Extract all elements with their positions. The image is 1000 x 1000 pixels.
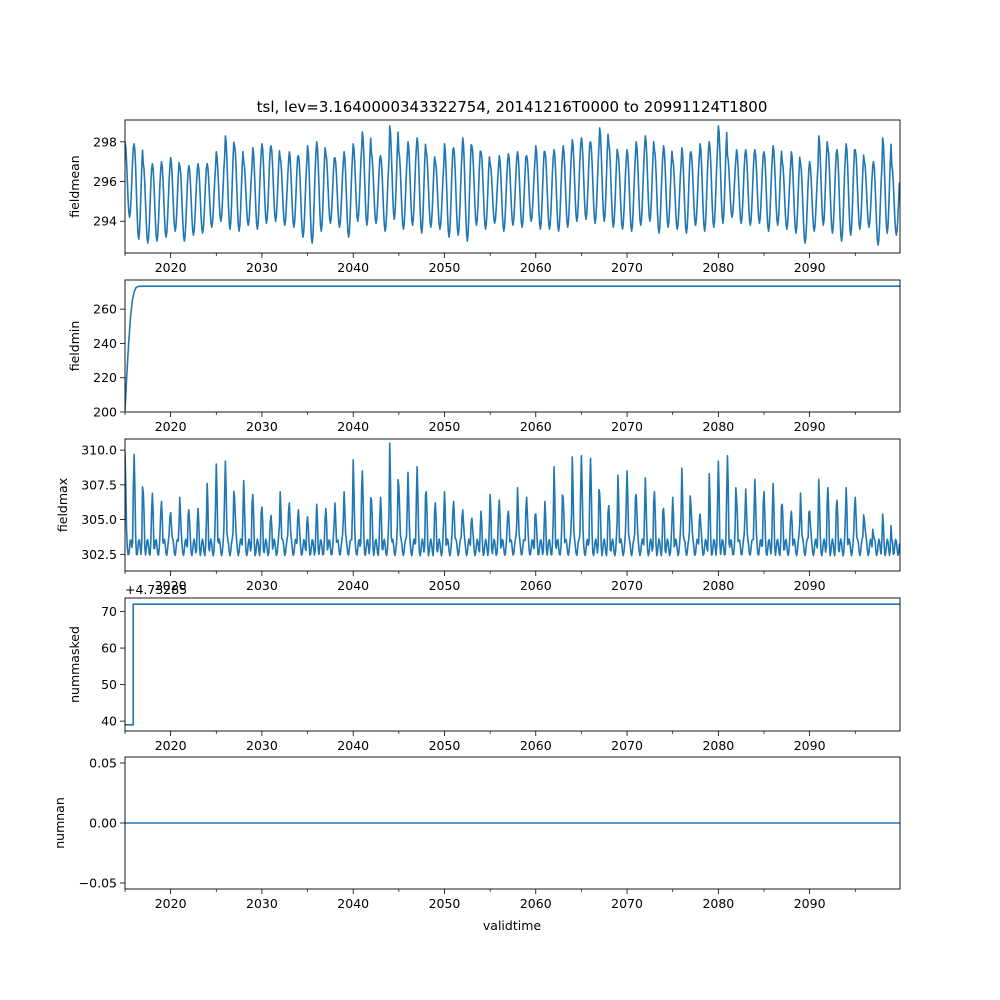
numnan-xtick-label: 2030: [246, 896, 278, 911]
fieldmax-xtick-label: 2080: [702, 578, 734, 593]
fieldmax-xtick-label: 2020: [155, 578, 187, 593]
fieldmax-xtick-label: 2070: [611, 578, 643, 593]
numnan-xtick-label: 2080: [702, 896, 734, 911]
numnan-ytick-label: 0.00: [89, 816, 117, 831]
nummasked-ytick-label: 70: [101, 604, 117, 619]
numnan-xtick-label: 2020: [155, 896, 187, 911]
fieldmin-xtick-label: 2020: [155, 419, 187, 434]
fieldmin-ytick-label: 200: [93, 405, 117, 420]
fieldmean-ytick-label: 298: [93, 134, 117, 149]
fieldmean-ytick-label: 296: [93, 174, 117, 189]
fieldmean-xtick-label: 2030: [246, 260, 278, 275]
fieldmin-xtick-label: 2090: [794, 419, 826, 434]
fieldmean-xtick-label: 2060: [520, 260, 552, 275]
numnan-xtick-label: 2090: [794, 896, 826, 911]
nummasked-xtick-label: 2030: [246, 738, 278, 753]
nummasked-xtick-label: 2020: [155, 738, 187, 753]
subplot-stack: 2020 2030 2040 2050 2060 2070 2080 2090 294 296 29…: [52, 119, 901, 911]
nummasked-xtick-label: 2060: [520, 738, 552, 753]
fieldmean-xtick-label: 2020: [155, 260, 187, 275]
fieldmin-xtick-label: 2080: [702, 419, 734, 434]
numnan-xtick-label: 2040: [337, 896, 369, 911]
fieldmax-series-line: [125, 442, 900, 557]
nummasked-axes-frame: [124, 597, 901, 732]
fieldmean-series-line: [125, 125, 900, 246]
fieldmean-y-axis-label: fieldmean: [67, 155, 82, 217]
subplot-fieldmax: 2020 2030 2040 2050 2060 2070 2080 2090 302.5 305…: [55, 438, 901, 593]
fieldmax-ytick-label: 310.0: [81, 443, 117, 458]
fieldmax-xtick-label: 2050: [429, 578, 461, 593]
numnan-ytick-label: 0.05: [89, 756, 117, 771]
fieldmax-ytick-label: 302.5: [81, 547, 117, 562]
fieldmax-xtick-label: 2040: [337, 578, 369, 593]
fieldmax-axes-frame: [124, 438, 901, 572]
fieldmax-xtick-label: 2030: [246, 578, 278, 593]
nummasked-ytick-label: 40: [101, 714, 117, 729]
fieldmean-xtick-label: 2090: [794, 260, 826, 275]
fieldmin-xtick-label: 2060: [520, 419, 552, 434]
fieldmean-xtick-label: 2070: [611, 260, 643, 275]
fieldmax-ytick-label: 305.0: [81, 512, 117, 527]
subplot-fieldmean: 2020 2030 2040 2050 2060 2070 2080 2090 294 296 29…: [67, 119, 901, 275]
nummasked-y-axis-label: nummasked: [67, 626, 82, 703]
fieldmin-xtick-label: 2030: [246, 419, 278, 434]
fieldmax-xtick-label: 2060: [520, 578, 552, 593]
numnan-xtick-label: 2070: [611, 896, 643, 911]
nummasked-xtick-label: 2090: [794, 738, 826, 753]
numnan-xtick-label: 2060: [520, 896, 552, 911]
fieldmax-ytick-label: 307.5: [81, 477, 117, 492]
fieldmin-ytick-label: 260: [93, 302, 117, 317]
fieldmax-xtick-label: 2090: [794, 578, 826, 593]
subplot-fieldmin: 2020 2030 2040 2050 2060 2070 2080 2090 200 220 24…: [67, 279, 901, 434]
fieldmean-ytick-label: 294: [93, 214, 117, 229]
fieldmean-xtick-label: 2050: [429, 260, 461, 275]
fieldmin-y-axis-label: fieldmin: [67, 321, 82, 372]
fieldmin-axes-frame: [124, 279, 901, 413]
chart-title: tsl, lev=3.1640000343322754, 20141216T00…: [257, 98, 768, 116]
fieldmean-xtick-label: 2080: [702, 260, 734, 275]
numnan-y-axis-label: numnan: [52, 797, 67, 849]
nummasked-series-line: [125, 603, 900, 726]
fieldmax-y-axis-label: fieldmax: [55, 478, 70, 532]
fieldmin-series-line: [125, 285, 900, 411]
nummasked-offset-label: +4.73285: [125, 582, 187, 597]
fieldmean-axes-frame: [124, 119, 901, 254]
fieldmin-xtick-label: 2040: [337, 419, 369, 434]
nummasked-xtick-label: 2080: [702, 738, 734, 753]
fieldmin-xtick-label: 2050: [429, 419, 461, 434]
subplot-numnan: 2020 2030 2040 2050 2060 2070 2080 2090 −0.05 0.0…: [52, 756, 901, 911]
numnan-ytick-label: −0.05: [79, 876, 117, 891]
fieldmin-ytick-label: 220: [93, 370, 117, 385]
fieldmean-xtick-label: 2040: [337, 260, 369, 275]
x-axis-label: validtime: [483, 918, 541, 933]
nummasked-xtick-label: 2050: [429, 738, 461, 753]
fieldmin-ytick-label: 240: [93, 336, 117, 351]
fieldmin-xtick-label: 2070: [611, 419, 643, 434]
numnan-xtick-label: 2050: [429, 896, 461, 911]
nummasked-ytick-label: 50: [101, 677, 117, 692]
subplot-nummasked: 2020 2030 2040 2050 2060 2070 2080 2090 40 50 60 70…: [67, 597, 901, 753]
nummasked-xtick-label: 2070: [611, 738, 643, 753]
nummasked-ytick-label: 60: [101, 641, 117, 656]
nummasked-xtick-label: 2040: [337, 738, 369, 753]
